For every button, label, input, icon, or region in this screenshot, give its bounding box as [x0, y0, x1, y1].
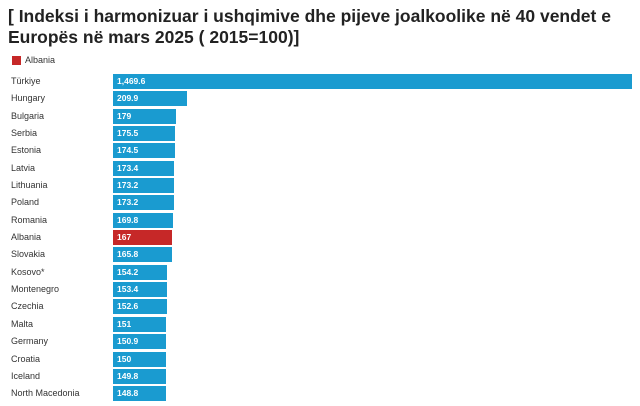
category-label: Hungary: [11, 93, 46, 104]
bar-value-label: 175.5: [117, 128, 139, 139]
bar-value-label: 165.8: [117, 249, 139, 260]
legend-swatch-albania: [12, 55, 21, 65]
category-label: Malta: [11, 318, 34, 329]
bar-poland[interactable]: [113, 195, 175, 211]
bar-value-label: 1,469.6: [117, 76, 146, 86]
bar-lithuania[interactable]: [113, 178, 175, 194]
bar-row-kosovo: Kosovo* 154.2: [0, 264, 640, 282]
bar-value-label: 149.8: [117, 370, 139, 381]
bar-bulgaria[interactable]: [113, 108, 177, 124]
bar-row-latvia: Latvia 173.4: [0, 160, 640, 178]
bar-row-poland: Poland 173.2: [0, 195, 640, 212]
category-label: Albania: [11, 232, 42, 243]
bar-north-macedonia[interactable]: [113, 386, 166, 402]
bar-value-label: 173.2: [117, 197, 139, 208]
bar-value-label: 150.9: [117, 336, 139, 347]
bar-value-label: 154.2: [117, 266, 139, 277]
bar-kosovo[interactable]: [113, 264, 168, 280]
bar-row-lithuania: Lithuania 173.2: [0, 178, 640, 195]
bar-romania[interactable]: [113, 212, 173, 228]
bar-czechia[interactable]: [113, 299, 167, 315]
category-label: Kosovo*: [11, 266, 45, 277]
bar-malta[interactable]: [113, 316, 167, 332]
category-label: Iceland: [11, 370, 41, 381]
bar-latvia[interactable]: [113, 160, 175, 176]
bar-value-label: 209.9: [117, 93, 139, 104]
bar-row-slovakia: Slovakia 165.8: [0, 247, 640, 264]
category-label: Croatia: [11, 353, 41, 364]
bar-value-label: 151: [117, 318, 132, 329]
category-label: Montenegro: [11, 284, 60, 295]
bar-montenegro[interactable]: [113, 282, 168, 298]
bar-croatia[interactable]: [113, 351, 166, 367]
bar-row-montenegro: Montenegro 153.4: [0, 282, 640, 299]
bar-albania[interactable]: [113, 230, 172, 246]
bar-row-czechia: Czechia 152.6: [0, 299, 640, 316]
bar-hungary[interactable]: [113, 91, 188, 107]
chart-title: [ Indeksi i harmonizuar i ushqimive dhe …: [8, 6, 611, 47]
bar-value-label: 152.6: [117, 301, 139, 312]
bar-value-label: 153.4: [117, 284, 139, 295]
category-label: Bulgaria: [11, 110, 45, 121]
bar-row-malta: Malta 151: [0, 316, 640, 334]
bar-row-serbia: Serbia 175.5: [0, 126, 640, 143]
bar-row-bulgaria: Bulgaria 179: [0, 108, 640, 126]
category-label: Czechia: [11, 301, 44, 312]
category-label: Romania: [11, 214, 48, 225]
bar-row-hungary: Hungary 209.9: [0, 91, 640, 108]
bar-row-estonia: Estonia 174.5: [0, 143, 640, 160]
category-label: Serbia: [11, 128, 38, 139]
bar-row-iceland: Iceland 149.8: [0, 368, 640, 386]
category-label: North Macedonia: [11, 388, 80, 399]
bar-row-north-macedonia: North Macedonia 148.8: [0, 386, 640, 403]
bar-value-label: 174.5: [117, 145, 139, 156]
bar-estonia[interactable]: [113, 143, 175, 159]
category-label: Latvia: [11, 162, 36, 173]
category-label: Germany: [11, 336, 49, 347]
legend-label: Albania: [25, 55, 56, 65]
bar-iceland[interactable]: [113, 368, 166, 384]
bar-row-t-rkiye: Türkiye 1,469.6: [0, 74, 640, 91]
bar-row-germany: Germany 150.9: [0, 334, 640, 351]
bar-value-label: 169.8: [117, 214, 139, 225]
bar-germany[interactable]: [113, 334, 167, 350]
category-label: Slovakia: [11, 249, 46, 260]
bar-slovakia[interactable]: [113, 247, 172, 263]
legend[interactable]: Albania: [12, 55, 55, 65]
bar-t-rkiye[interactable]: [113, 74, 632, 89]
category-label: Lithuania: [11, 180, 48, 191]
bar-chart: Türkiye 1,469.6 Hungary 209.9 Bulgaria 179 Ser…: [0, 74, 640, 404]
bar-value-label: 150: [117, 353, 132, 364]
bar-value-label: 148.8: [117, 388, 139, 399]
bar-value-label: 179: [117, 110, 132, 121]
bar-value-label: 173.2: [117, 180, 139, 191]
bar-row-croatia: Croatia 150: [0, 351, 640, 369]
category-label: Türkiye: [11, 76, 41, 86]
category-label: Estonia: [11, 145, 42, 156]
category-label: Poland: [11, 197, 40, 208]
bar-value-label: 173.4: [117, 162, 139, 173]
bar-row-romania: Romania 169.8: [0, 212, 640, 230]
bar-row-albania: Albania 167: [0, 230, 640, 247]
bar-value-label: 167: [117, 232, 132, 243]
bar-serbia[interactable]: [113, 126, 175, 142]
